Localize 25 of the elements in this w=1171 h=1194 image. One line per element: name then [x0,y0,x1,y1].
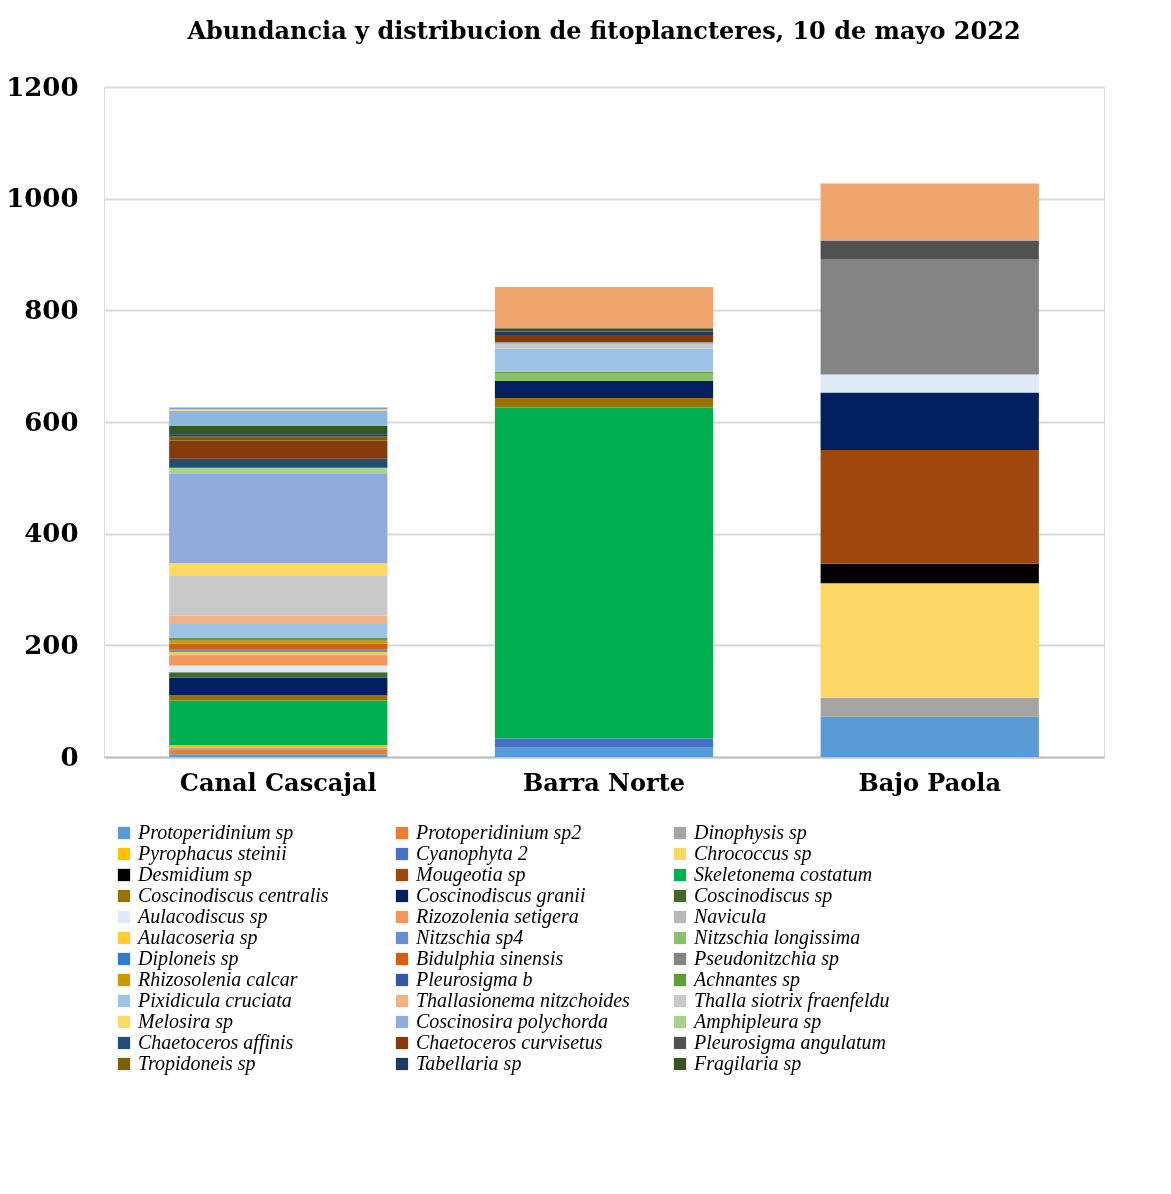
legend-label: Tabellaria sp [416,1052,522,1075]
y-tick-label: 600 [24,406,79,437]
legend-label: Achnantes sp [692,968,801,991]
y-tick-label: 200 [24,629,79,660]
chart-title: Abundancia y distribucion de fitoplancteres, 10 de mayo 2022 [186,16,1021,45]
legend-label: Dinophysis sp [693,821,807,844]
x-tick-label: Barra Norte [523,767,685,797]
legend-label: Nitzschia longissima [693,926,861,949]
legend-label: Protoperidinium sp [137,821,294,844]
y-tick-label: 800 [24,294,79,325]
y-tick-label: 0 [60,741,79,772]
legend-label: Protoperidinium sp2 [415,821,582,844]
x-tick-label: Canal Cascajal [179,767,377,797]
y-tick-label: 1200 [6,71,79,102]
legend-label: Navicula [693,905,767,927]
legend-label: Nitzschia sp4 [415,926,524,949]
y-tick-label: 1000 [6,183,79,214]
legend-label: Pixidicula cruciata [137,989,292,1011]
legend-label: Aulacodiscus sp [136,905,268,928]
y-tick-label: 400 [24,518,79,549]
legend-label: Coscinodiscus sp [694,884,833,907]
legend-label: Diploneis sp [137,947,239,970]
legend-label: Melosira sp [137,1010,233,1033]
x-tick-label: Bajo Paola [858,767,1001,797]
legend-label: Coscinosira polychorda [416,1010,609,1033]
